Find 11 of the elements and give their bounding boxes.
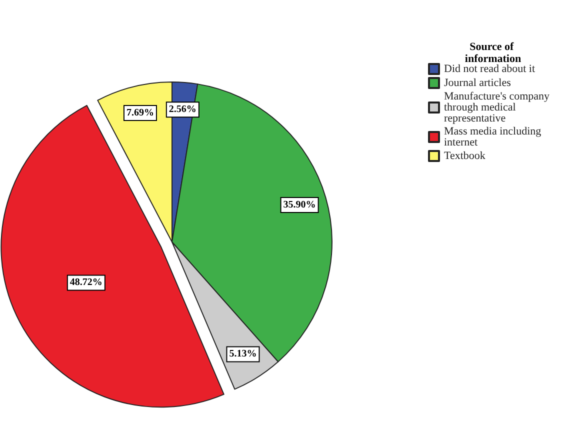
data-label: 2.56% — [168, 104, 196, 116]
data-label: 7.69% — [126, 108, 154, 119]
legend-title: Source of information — [464, 41, 522, 65]
legend-label: Manufacture's company through medical representative — [444, 90, 552, 124]
legend-label: Mass media including internet — [444, 126, 544, 148]
legend-label: Textbook — [444, 150, 486, 162]
legend-label: Did not read about it — [444, 63, 536, 75]
data-label: 48.72% — [70, 277, 102, 288]
data-label: 5.13% — [229, 348, 257, 360]
legend-label: Journal articles — [444, 77, 511, 89]
data-label: 35.90% — [283, 200, 316, 211]
